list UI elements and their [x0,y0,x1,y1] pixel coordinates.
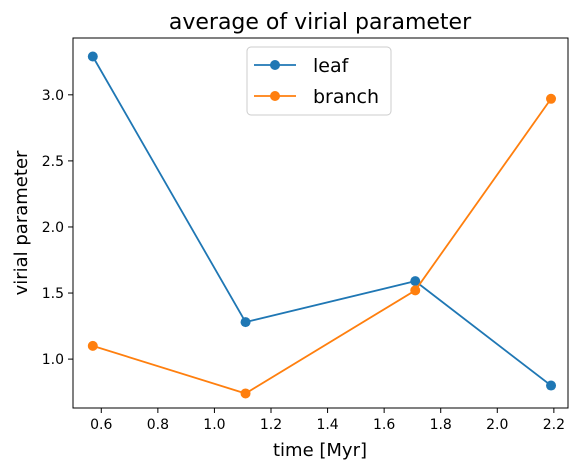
data-point-branch [410,285,421,296]
y-tick-label: 2.5 [42,154,64,170]
legend-marker-branch [270,91,280,101]
data-point-branch [546,93,557,104]
series-line-branch [92,98,552,395]
y-tick-label: 3.0 [42,88,64,104]
series-line-leaf [92,56,552,387]
y-tick-label: 1.5 [42,286,64,302]
plot-frame [72,37,569,409]
plot-area [72,37,569,409]
x-tick-label: 1.4 [316,417,338,433]
x-tick-label: 1.0 [203,417,225,433]
x-tick-label: 1.2 [260,417,282,433]
series-layer [87,51,557,399]
x-tick-label: 0.6 [90,417,112,433]
data-point-leaf [87,51,98,62]
x-tick-label: 1.6 [373,417,395,433]
data-point-branch [240,388,251,399]
x-tick-label: 2.2 [543,417,565,433]
y-tick-label: 1.0 [42,352,64,368]
data-point-branch [87,340,98,351]
x-axis-title: time [Myr] [273,440,367,461]
legend-label-leaf: leaf [313,55,350,77]
y-axis-title: virial parameter [11,150,32,295]
data-point-leaf [240,317,251,328]
data-point-leaf [410,276,421,287]
legend: leaf branch [246,46,392,116]
data-point-leaf [546,380,557,391]
x-tick-label: 0.8 [147,417,169,433]
chart-title: average of virial parameter [169,10,472,35]
y-tick-label: 2.0 [42,220,64,236]
legend-label-branch: branch [313,86,379,108]
legend-box [246,46,392,116]
x-tick-label: 2.0 [486,417,508,433]
legend-marker-leaf [270,60,280,70]
y-axis: 1.0 1.5 2.0 2.5 3.0 [42,88,73,368]
x-tick-label: 1.8 [430,417,452,433]
x-axis: 0.6 0.8 1.0 1.2 1.4 1.6 1.8 2.0 2.2 [90,408,565,433]
